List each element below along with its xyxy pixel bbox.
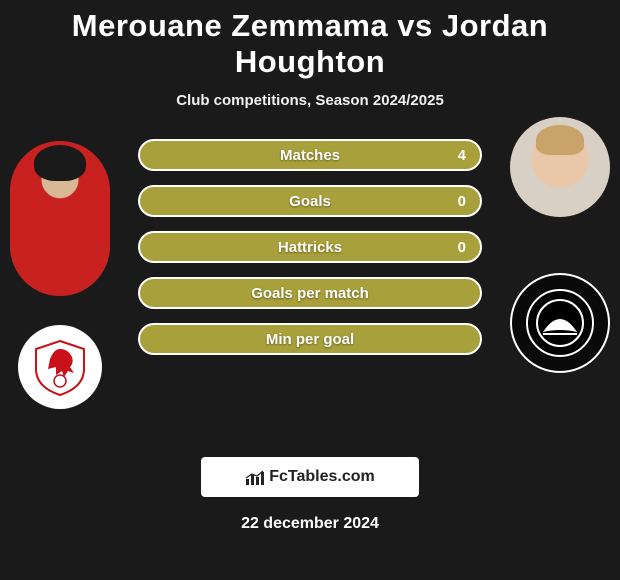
player-left-placeholder <box>10 141 110 296</box>
bar-label: Goals per match <box>251 285 369 302</box>
comparison-area: Matches 4 Goals 0 Hattricks 0 Goals per … <box>0 139 620 439</box>
team-logo-right <box>510 273 610 373</box>
bar-value-right: 4 <box>458 147 466 164</box>
page-title: Merouane Zemmama vs Jordan Houghton <box>0 0 620 80</box>
bar-label: Goals <box>289 193 331 210</box>
player-photo-left <box>10 141 110 296</box>
bar-value-right: 0 <box>458 239 466 256</box>
bar-value-right: 0 <box>458 193 466 210</box>
bar-goals-per-match: Goals per match <box>138 277 482 309</box>
bar-matches: Matches 4 <box>138 139 482 171</box>
attribution-row: FcTables.com <box>0 457 620 497</box>
bar-label: Hattricks <box>278 239 342 256</box>
chart-icon <box>245 469 265 485</box>
plymouth-crest-icon <box>525 288 595 358</box>
player-photo-right <box>510 117 610 217</box>
stat-bars: Matches 4 Goals 0 Hattricks 0 Goals per … <box>138 139 482 369</box>
bar-hattricks: Hattricks 0 <box>138 231 482 263</box>
player-right-placeholder <box>510 117 610 217</box>
bar-label: Matches <box>280 147 340 164</box>
attribution-text: FcTables.com <box>269 468 375 486</box>
bar-label: Min per goal <box>266 331 354 348</box>
bar-goals: Goals 0 <box>138 185 482 217</box>
subtitle: Club competitions, Season 2024/2025 <box>0 92 620 109</box>
middlesbrough-crest-icon <box>30 337 90 397</box>
bar-min-per-goal: Min per goal <box>138 323 482 355</box>
date-text: 22 december 2024 <box>0 515 620 533</box>
attribution-box: FcTables.com <box>201 457 419 497</box>
team-logo-left <box>18 325 102 409</box>
